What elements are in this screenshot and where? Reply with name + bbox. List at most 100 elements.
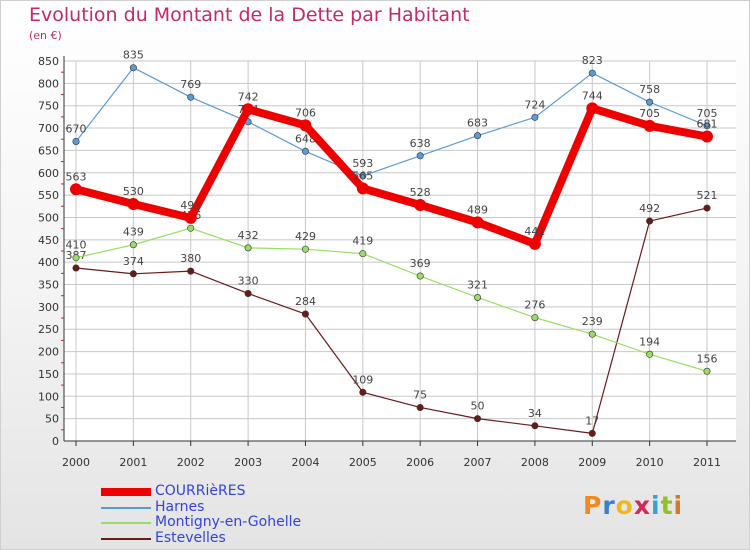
data-label: 706 [295,106,316,119]
data-point [70,183,82,196]
data-point [474,293,482,301]
y-unit-label: (en €) [29,29,62,42]
data-point [474,415,482,423]
data-point [416,152,424,160]
x-tick-label: 2002 [177,456,205,469]
data-point [646,98,654,106]
x-tick-label: 2001 [119,456,147,469]
data-label: 521 [697,189,718,202]
data-point [474,132,482,140]
data-label: 681 [697,118,718,131]
logo-letter: t [660,491,674,520]
data-point [184,211,197,224]
logo-letter: r [602,491,616,520]
legend-swatch [101,522,151,524]
series-estevelles: 38737438033028410975503417492521 [66,189,718,437]
data-point [646,217,654,225]
data-label: 683 [467,117,488,130]
data-point [528,237,541,250]
y-tick-label: 300 [38,301,59,314]
data-point [416,272,424,280]
data-label: 380 [180,252,201,265]
data-point [301,310,309,318]
data-label: 194 [639,335,660,348]
data-point [703,204,711,212]
y-tick-label: 200 [38,346,59,359]
data-label: 705 [639,107,660,120]
data-point [588,429,596,437]
data-point [359,388,367,396]
x-tick-label: 2006 [406,456,434,469]
data-label: 374 [123,255,144,268]
y-tick-label: 800 [38,77,59,90]
data-point [244,244,252,252]
data-label: 284 [295,295,316,308]
data-point [416,403,424,411]
y-tick-label: 650 [38,144,59,157]
series-line [75,207,708,434]
data-label: 835 [123,49,144,62]
logo-letter: o [615,491,634,520]
y-tick-label: 100 [38,390,59,403]
y-tick-label: 400 [38,256,59,269]
y-tick-label: 350 [38,279,59,292]
data-point [242,103,255,116]
data-point [703,367,711,375]
legend-label: Estevelles [155,529,226,546]
data-label: 276 [524,299,545,312]
data-point [588,330,596,338]
data-point [701,130,713,143]
data-point [187,267,195,275]
data-point [72,254,80,262]
data-label: 439 [123,226,144,239]
data-label: 17 [585,414,599,427]
data-label: 705 [697,107,718,120]
data-point [646,350,654,358]
data-label: 823 [582,54,603,67]
y-tick-label: 250 [38,323,59,336]
x-tick-label: 2010 [636,456,664,469]
series-line [72,104,711,248]
x-tick-label: 2008 [521,456,549,469]
x-tick-label: 2005 [349,456,377,469]
data-point [531,314,539,322]
data-point [72,264,80,272]
y-tick-label: 500 [38,211,59,224]
data-label: 369 [410,257,431,270]
data-point [531,113,539,121]
data-label: 744 [582,89,603,102]
data-point [471,216,484,229]
data-point [301,147,309,155]
data-label: 321 [467,278,488,291]
data-label: 593 [352,157,373,170]
data-point [531,422,539,430]
data-point [129,64,137,72]
data-point [359,250,367,258]
data-point [129,270,137,278]
x-tick-label: 2004 [291,456,319,469]
data-label: 432 [238,229,259,242]
logo-letter: x [633,491,651,520]
plot-background [64,61,736,441]
x-tick-label: 2000 [62,456,90,469]
y-tick-label: 850 [38,55,59,68]
data-label: 429 [295,230,316,243]
x-tick-label: 2007 [464,456,492,469]
data-label: 742 [238,90,259,103]
data-label: 724 [524,98,545,111]
y-tick-label: 750 [38,100,59,113]
data-point [244,289,252,297]
data-point [127,198,140,211]
data-label: 499 [180,199,201,212]
legend-label: Montigny-en-Gohelle [155,514,302,530]
data-point [586,102,599,115]
data-label: 50 [471,400,485,413]
logo-letter: i [673,491,684,520]
data-label: 638 [410,137,431,150]
legend-swatch [101,488,151,496]
data-label: 34 [528,407,542,420]
data-label: 489 [467,203,488,216]
data-label: 330 [238,274,259,287]
legend-swatch [101,506,151,509]
